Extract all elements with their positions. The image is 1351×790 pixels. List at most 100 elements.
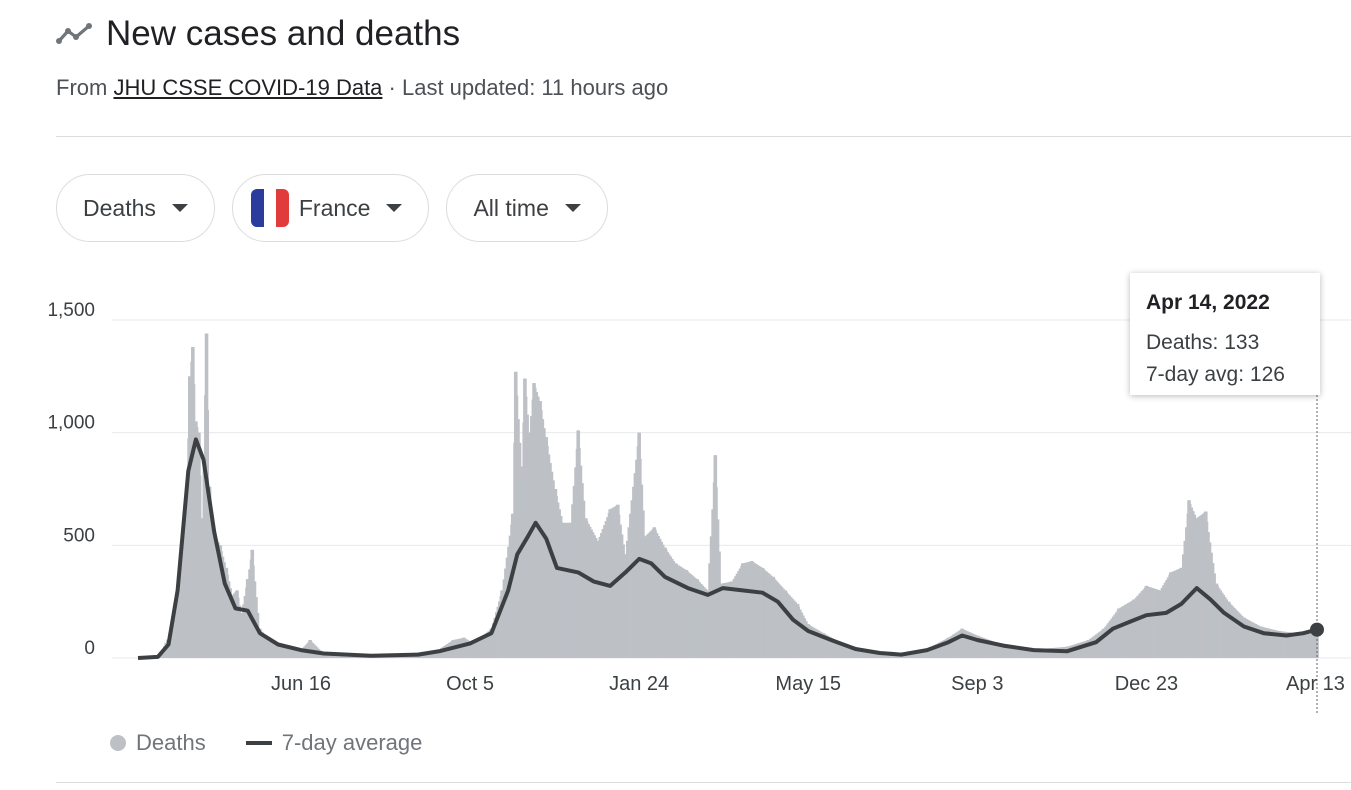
deaths-bar [287,646,290,658]
deaths-bar [1075,643,1078,658]
x-tick-label: Dec 23 [1115,673,1178,695]
deaths-bar [557,502,560,658]
deaths-bar [856,647,858,658]
deaths-bar [939,641,942,658]
deaths-bar [580,465,583,658]
deaths-bar [1293,632,1296,658]
deaths-bar [1079,642,1082,658]
deaths-bar [1218,588,1221,658]
deaths-chart[interactable]: 0 500 1,000 1,500 Jun 16 Oct 5 Jan 24 May 15 Sep… [0,260,1351,720]
top-divider [56,136,1351,137]
deaths-bar [1290,632,1293,658]
deaths-bar [184,500,189,658]
deaths-bar [279,644,283,658]
deaths-bar [728,582,730,658]
deaths-bar [874,651,877,658]
deaths-bar [1099,630,1102,658]
deaths-bar [1031,648,1034,658]
deaths-bar [955,632,957,658]
legend-avg-label: 7-day average [281,730,423,755]
deaths-bar [680,567,683,658]
deaths-bar [1312,628,1315,658]
deaths-bar [946,637,951,658]
deaths-bar [779,585,782,658]
deaths-bar [688,572,691,658]
deaths-bar [944,639,947,658]
x-tick-label: Jun 16 [271,673,331,695]
deaths-bar [1236,611,1239,658]
deaths-bar [1303,631,1306,658]
source-link[interactable]: JHU CSSE COVID-19 Data [113,75,383,100]
deaths-bar [476,638,479,658]
deaths-bar [671,558,674,658]
deaths-bar [1076,643,1079,658]
deaths-bar [462,637,466,658]
deaths-bar [637,432,641,658]
country-dropdown[interactable]: France [231,174,430,242]
deaths-bar [466,639,468,658]
deaths-bar [1299,632,1302,658]
deaths-bar [1168,572,1173,658]
deaths-bar [187,376,192,658]
y-tick-label: 1,000 [47,413,95,434]
x-tick-label: Apr 13 [1286,673,1345,695]
deaths-bar [299,650,303,658]
deaths-bar [738,568,741,658]
deaths-bar [493,617,496,658]
deaths-bar [243,596,246,658]
deaths-bar [951,634,954,658]
deaths-bar [810,626,813,658]
deaths-bar [744,562,747,658]
deaths-bar [1044,648,1047,658]
deaths-bar [1073,644,1076,658]
deaths-bar [935,644,938,658]
chart-tooltip: Apr 14, 2022 Deaths: 133 7-day avg: 126 [1130,273,1320,395]
deaths-bar [603,525,606,658]
deaths-bar [239,612,244,658]
deaths-bar [590,529,593,658]
deaths-bar [816,629,819,658]
deaths-bar [1258,626,1263,658]
deaths-bar [691,575,694,658]
deaths-bar [819,631,822,658]
deaths-bar [806,624,811,658]
deaths-bar [643,536,648,658]
deaths-bar [1271,629,1274,658]
y-tick-label: 500 [63,525,95,546]
deaths-bar [1163,582,1166,658]
metric-dropdown[interactable]: Deaths [56,174,215,242]
range-dropdown[interactable]: All time [446,174,608,242]
deaths-bar [292,647,295,658]
deaths-bar [875,651,878,658]
deaths-bar [283,645,286,658]
deaths-bar [1220,590,1222,658]
deaths-bar [596,540,600,658]
deaths-bar [865,649,868,658]
deaths-bar [814,628,817,658]
deaths-bar [753,563,756,658]
deaths-bar [548,454,551,658]
deaths-bar [970,632,973,658]
deaths-bar [1121,606,1123,658]
deaths-bar [730,581,734,658]
deaths-bar [975,635,980,658]
deaths-bar [790,597,793,658]
france-flag-icon [250,189,289,227]
deaths-bar [328,653,331,658]
deaths-bar [659,538,662,658]
deaths-bar [272,641,275,658]
deaths-bar [1268,628,1271,658]
deaths-bar [574,467,577,658]
deaths-bar [568,522,573,658]
deaths-bar [1191,507,1194,658]
deaths-bar [1285,631,1288,658]
deaths-bar [1113,614,1116,658]
deaths-bar [836,640,839,658]
trending-line-icon [56,23,92,44]
deaths-bar [1014,645,1017,658]
deaths-bar [194,421,198,658]
bottom-divider [56,782,1351,783]
deaths-bar [792,598,794,658]
deaths-bar [1201,513,1204,658]
deaths-bar [859,648,861,658]
